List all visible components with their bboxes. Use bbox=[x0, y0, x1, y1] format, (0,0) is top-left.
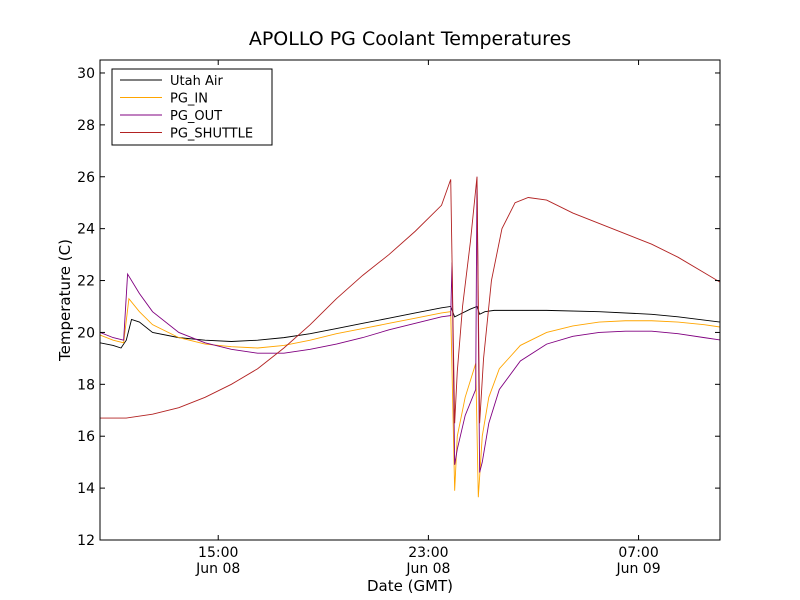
x-tick-time-label: 07:00 bbox=[618, 545, 658, 561]
legend-entry-label: PG_IN bbox=[170, 92, 208, 107]
series-line-pg-shuttle bbox=[100, 176, 720, 424]
x-tick-date-label: Jun 08 bbox=[405, 561, 450, 577]
series-line-pg-out bbox=[100, 176, 720, 473]
chart-title: APOLLO PG Coolant Temperatures bbox=[249, 28, 571, 50]
y-tick-label: 30 bbox=[77, 66, 95, 82]
y-tick-label: 12 bbox=[77, 533, 95, 549]
legend-entry-label: PG_SHUTTLE bbox=[170, 127, 253, 142]
y-tick-label: 28 bbox=[77, 118, 95, 134]
y-tick-label: 24 bbox=[77, 222, 95, 238]
y-tick-label: 14 bbox=[77, 481, 95, 497]
plot-area-frame bbox=[99, 59, 721, 541]
y-tick-label: 22 bbox=[77, 274, 95, 290]
x-tick-time-label: 23:00 bbox=[408, 545, 448, 561]
series-line-utah-air bbox=[100, 305, 720, 349]
x-tick-time-label: 15:00 bbox=[198, 545, 238, 561]
y-tick-label: 20 bbox=[77, 325, 95, 341]
x-tick-date-label: Jun 09 bbox=[615, 561, 660, 577]
y-tick-label: 26 bbox=[77, 170, 95, 186]
legend-entry-label: Utah Air bbox=[170, 74, 223, 89]
legend-entry-label: PG_OUT bbox=[170, 109, 222, 124]
x-axis-label: Date (GMT) bbox=[367, 577, 453, 595]
y-axis-label: Temperature (C) bbox=[56, 239, 74, 362]
legend: Utah Air PG_IN PG_OUT PG_SHUTTLE bbox=[111, 68, 273, 146]
y-tick-label: 18 bbox=[77, 377, 95, 393]
series-line-pg-in bbox=[100, 297, 720, 498]
x-tick-date-label: Jun 08 bbox=[195, 561, 240, 577]
y-tick-label: 16 bbox=[77, 429, 95, 445]
